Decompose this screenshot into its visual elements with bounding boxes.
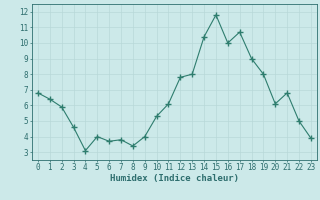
X-axis label: Humidex (Indice chaleur): Humidex (Indice chaleur): [110, 174, 239, 183]
